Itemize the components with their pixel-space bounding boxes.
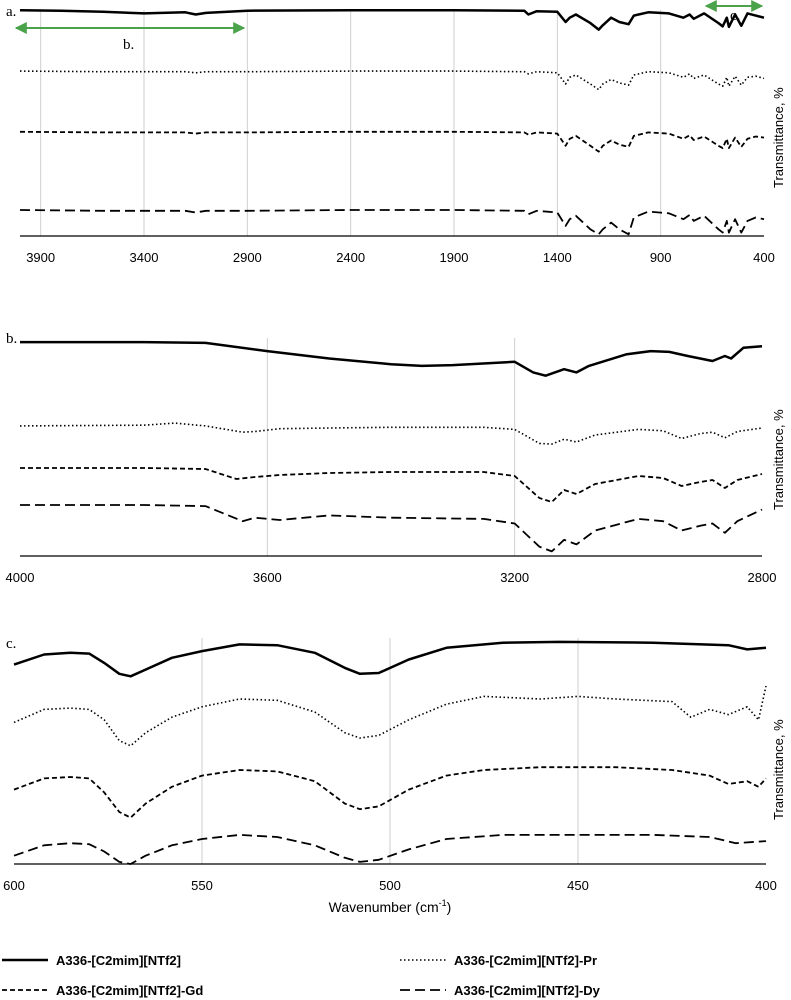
legend-label-1: A336-[C2mim][NTf2] xyxy=(56,953,181,968)
panel-c-label: c. xyxy=(6,636,16,652)
panel-a-grid xyxy=(40,10,662,236)
panel-a-tick-label: 400 xyxy=(753,250,775,265)
panel-c-ylabel: Transmittance, % xyxy=(771,719,786,820)
panel-b-ylabel: Transmittance, % xyxy=(771,409,786,510)
panel-a-series xyxy=(19,8,765,236)
panel-b-grid xyxy=(266,338,516,556)
panel-c-series-long-dash xyxy=(13,834,767,865)
panel-b-tick-label: 3600 xyxy=(253,570,282,585)
panel-c-tick-label: 450 xyxy=(567,878,589,893)
panel-a-series-solid xyxy=(19,8,765,31)
legend-label-2: A336-[C2mim][NTf2]-Pr xyxy=(454,953,597,968)
panel-a-tick-label: 3400 xyxy=(130,250,159,265)
panel-a-tick-label: 3900 xyxy=(26,250,55,265)
panel-b-series-dotted xyxy=(19,422,763,445)
panel-a: a. 3900 3400 2900 2400 1900 1400 900 400 b. c. … xyxy=(6,0,786,265)
panel-b-ticks: 4000 3600 3200 2800 xyxy=(6,570,777,585)
panel-b-tick-label: 3200 xyxy=(500,570,529,585)
panel-c-ticks: 600 550 500 450 400 xyxy=(3,878,777,893)
panel-c-series xyxy=(13,640,767,865)
panel-c-tick-label: 600 xyxy=(3,878,25,893)
panel-a-tick-label: 2400 xyxy=(336,250,365,265)
panel-b-series-long-dash xyxy=(20,504,763,553)
panel-c-tick-label: 500 xyxy=(379,878,401,893)
panel-b-label: b. xyxy=(6,331,17,347)
x-axis-title-end: ) xyxy=(447,899,452,915)
panel-a-ticks: 3900 3400 2900 2400 1900 1400 900 400 xyxy=(26,250,775,265)
legend-label-3: A336-[C2mim][NTf2]-Gd xyxy=(56,983,203,998)
panel-b-series-short-dash xyxy=(20,467,763,503)
x-axis-title: Wavenumber (cm-1) xyxy=(329,898,452,915)
panel-c-series-dotted xyxy=(13,685,767,747)
x-axis-title-main: Wavenumber (cm xyxy=(329,899,439,915)
panel-a-tick-label: 2900 xyxy=(233,250,262,265)
panel-a-series-long-dash xyxy=(19,209,765,236)
panel-b-tick-label: 2800 xyxy=(748,570,777,585)
panel-c-grid xyxy=(201,638,579,864)
panel-a-series-dotted xyxy=(19,70,765,91)
panel-b-series-solid xyxy=(20,340,763,377)
panel-a-label: a. xyxy=(6,4,16,20)
panel-c-series-solid xyxy=(13,640,767,678)
panel-b-tick-label: 4000 xyxy=(6,570,35,585)
panel-a-tick-label: 1400 xyxy=(543,250,572,265)
region-b-arrow-label: b. xyxy=(123,37,134,53)
panel-c-tick-label: 400 xyxy=(755,878,777,893)
panel-b: b. 4000 3600 3200 2800 Transmittance, % xyxy=(6,331,786,585)
legend: A336-[C2mim][NTf2] A336-[C2mim][NTf2]-Pr… xyxy=(2,953,601,998)
panel-a-tick-label: 1900 xyxy=(440,250,469,265)
region-c-arrow-label: c. xyxy=(730,8,740,24)
panel-c: c. 600 550 500 450 400 Transmittance, % Wave… xyxy=(3,636,786,915)
legend-label-4: A336-[C2mim][NTf2]-Dy xyxy=(454,983,601,998)
panel-a-ylabel: Transmittance, % xyxy=(771,87,786,188)
panel-a-tick-label: 900 xyxy=(650,250,672,265)
panel-c-series-short-dash xyxy=(13,766,767,819)
panel-a-series-short-dash xyxy=(19,130,765,153)
panel-c-tick-label: 550 xyxy=(191,878,213,893)
x-axis-title-superscript: -1 xyxy=(439,898,447,908)
panel-b-series xyxy=(19,340,763,553)
